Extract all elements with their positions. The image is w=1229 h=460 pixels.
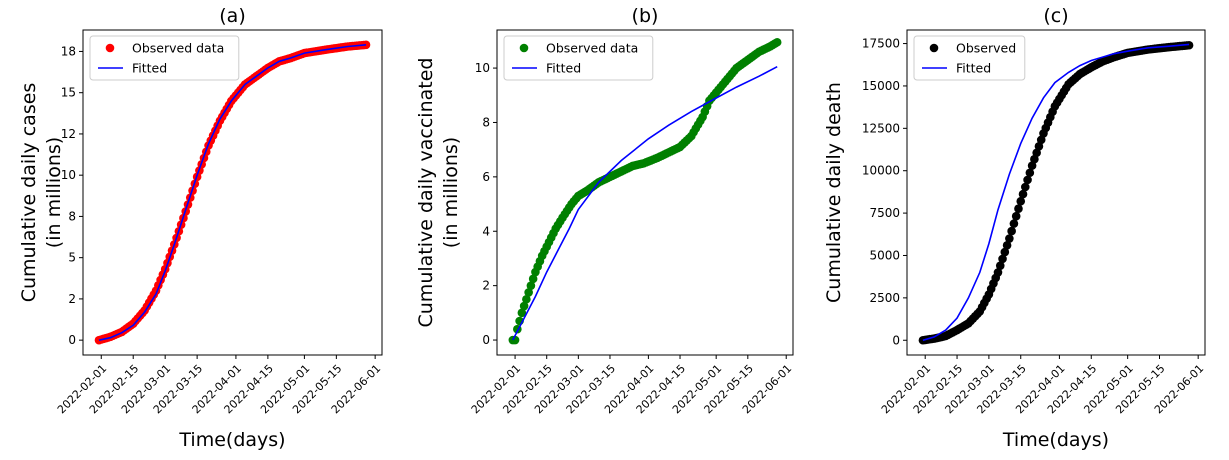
data-point [1184,40,1194,50]
y-tick-label: 5000 [869,248,900,262]
data-point [1025,168,1035,178]
data-point [526,281,536,290]
legend: Observed data Fitted [89,35,240,81]
y-tick-label: 7500 [869,206,900,220]
y-tick-label: 10 [475,61,490,75]
fitted-line [98,44,367,341]
plot-frame [496,29,794,356]
data-point [1020,182,1030,192]
legend: Observed Fitted [913,35,1026,81]
data-point [517,308,527,318]
legend-marker [929,43,939,53]
data-point [1007,226,1016,236]
data-point [772,37,782,47]
y-tick-label: 8 [68,209,76,223]
data-point [361,40,371,50]
fitted-line [512,65,778,341]
y-axis-label: (in millions) [440,137,462,248]
legend-box [913,35,1026,81]
x-axis-label: Time(days) [1002,429,1109,451]
legend-marker [519,43,529,53]
data-point [998,254,1007,264]
y-tick-label: 5 [68,251,76,265]
y-tick-label: 6 [482,170,490,184]
y-tick-label: 12500 [862,121,900,135]
data-point [528,274,538,284]
y-tick-label: 10000 [862,164,900,178]
legend: Observed data Fitted [503,35,654,81]
y-tick-label: 2 [482,279,490,293]
plot-frame [82,29,383,356]
data-point [522,294,531,304]
legend-label: Fitted [132,61,167,76]
data-point [510,335,520,345]
data-point [1009,219,1019,228]
fitted-line [922,43,1190,342]
y-tick-label: 2 [68,292,76,306]
data-point [995,261,1005,270]
data-point [1016,196,1026,206]
y-tick-label: 4 [482,224,490,238]
y-tick-label: 0 [892,333,900,347]
x-axis-label: Time(days) [178,429,285,451]
data-point [519,301,529,311]
y-axis-label: Cumulative daily cases [18,83,40,303]
observed-points [508,37,782,345]
legend-label: Fitted [546,61,581,76]
plot-frame [906,29,1206,356]
data-point [1018,189,1028,199]
data-point [524,288,533,297]
panel-title: (b) [632,5,659,27]
legend-label: Fitted [956,61,991,76]
data-point [1000,247,1010,257]
y-axis-label: Cumulative daily vaccinated [415,58,437,328]
y-tick-label: 0 [482,333,490,347]
y-tick-label: 0 [68,333,76,347]
legend-label: Observed [956,41,1016,56]
data-point [1002,241,1012,250]
y-axis-label: Cumulative daily death [823,82,845,303]
y-axis-label: (in millions) [43,137,65,248]
y-tick-label: 12 [61,127,76,141]
y-tick-label: 18 [61,44,76,58]
legend-label: Observed data [132,41,224,56]
y-tick-label: 2500 [869,291,900,305]
y-tick-label: 10 [61,168,76,182]
data-point [1014,204,1023,213]
legend-box [503,35,654,81]
legend-box [89,35,240,81]
data-point [993,268,1003,277]
y-tick-label: 15 [61,86,76,100]
data-point [1011,211,1021,221]
legend-label: Observed data [546,41,638,56]
y-tick-label: 8 [482,115,490,129]
legend-marker [105,43,115,53]
data-point [1023,175,1032,185]
y-tick-label: 15000 [862,79,900,93]
y-tick-label: 17500 [862,37,900,51]
data-point [1005,234,1014,243]
panel-title: (c) [1043,5,1068,27]
panel-title: (a) [219,5,245,27]
